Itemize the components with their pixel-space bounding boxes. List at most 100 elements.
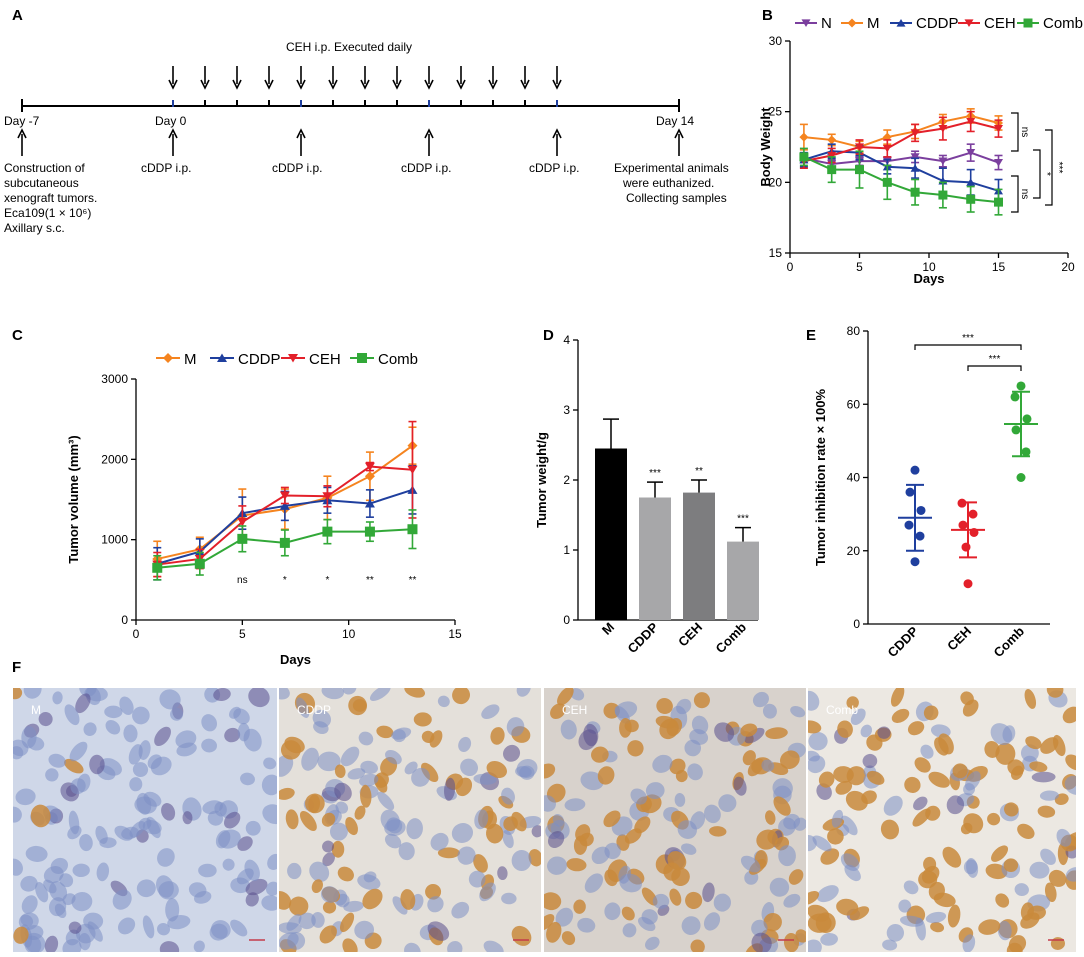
y-tick-label: 30: [769, 34, 783, 48]
y-tick-label: 80: [847, 324, 861, 338]
stained-cell: [1037, 805, 1056, 818]
stained-cell: [473, 854, 488, 873]
marker-ceh: [364, 462, 375, 472]
stained-cell: [1048, 869, 1067, 887]
cell-nucleus: [497, 866, 508, 881]
cell-nucleus: [531, 825, 541, 838]
stained-cell: [773, 796, 791, 816]
cell-nucleus: [157, 848, 175, 867]
chart-e-inhibition-rate: 0 20 40 60 80 Tumor inhibition rate × 100% CDD…: [813, 324, 1050, 660]
stained-cell: [663, 862, 681, 881]
cell-nucleus: [157, 923, 171, 936]
significance-label: **: [409, 575, 417, 586]
stained-cell: [342, 938, 358, 952]
marker-ceh: [994, 125, 1003, 133]
cell-nucleus: [398, 842, 415, 861]
cell-nucleus: [503, 744, 521, 762]
stained-cell: [621, 906, 635, 921]
stained-cell: [544, 914, 555, 931]
stained-cell: [1007, 759, 1025, 776]
cell-nucleus: [808, 750, 820, 762]
cell-nucleus: [359, 773, 379, 787]
y-tick-label: 60: [847, 397, 861, 411]
stained-cell: [299, 811, 317, 831]
stained-cell: [655, 715, 677, 729]
cddp-label-1: cDDP i.p.: [141, 161, 191, 175]
cell-nucleus: [840, 815, 858, 836]
cell-nucleus: [451, 901, 470, 919]
cell-nucleus: [877, 726, 891, 739]
x-axis-label: Days: [913, 271, 944, 286]
cell-nucleus: [460, 758, 479, 777]
up-arrow-head: [168, 128, 178, 139]
stained-cell: [634, 816, 651, 834]
cell-nucleus: [687, 763, 703, 781]
cell-nucleus: [883, 795, 903, 816]
x-axis-label: Days: [280, 652, 311, 667]
cell-nucleus: [279, 922, 302, 934]
stained-cell: [891, 708, 910, 723]
stained-cell: [544, 892, 562, 911]
y-axis-label: Body Weight: [758, 107, 773, 187]
cell-nucleus: [684, 739, 702, 757]
daily-arrow-head: [552, 79, 562, 90]
stained-cell: [742, 750, 756, 766]
stained-cell: [808, 720, 822, 734]
stained-cell: [30, 804, 51, 828]
cell-nucleus: [224, 811, 241, 829]
y-tick-label: 1: [563, 543, 570, 557]
cell-nucleus: [820, 932, 838, 946]
data-point: [916, 505, 926, 515]
cell-nucleus: [78, 932, 91, 951]
stained-cell: [978, 919, 1001, 935]
stained-cell: [280, 740, 301, 760]
cell-nucleus: [578, 729, 598, 751]
data-point: [915, 531, 925, 541]
stained-cell: [914, 757, 931, 773]
cell-nucleus: [713, 893, 732, 912]
stained-cell: [952, 763, 968, 779]
cell-nucleus: [201, 738, 217, 753]
cell-nucleus: [652, 893, 670, 909]
histology-image-m: [13, 688, 277, 952]
stained-cell: [322, 901, 337, 914]
cell-nucleus: [404, 942, 421, 952]
daily-arrow-head: [392, 79, 402, 90]
significance-label: ns: [237, 575, 248, 586]
cell-nucleus: [677, 820, 697, 839]
cell-nucleus: [812, 835, 832, 852]
marker-ceh: [910, 129, 920, 137]
data-point: [958, 520, 968, 530]
cell-nucleus: [808, 690, 820, 711]
marker-n: [994, 158, 1003, 167]
stained-cell: [835, 780, 853, 795]
cell-nucleus: [392, 896, 408, 915]
cell-nucleus: [702, 882, 715, 903]
stained-cell: [923, 856, 937, 872]
cell-nucleus: [222, 858, 235, 871]
significance-label: *: [325, 575, 329, 586]
cell-nucleus: [451, 823, 474, 843]
stained-cell: [13, 926, 29, 944]
data-point: [1011, 425, 1021, 435]
stained-cell: [788, 869, 804, 885]
cell-nucleus: [816, 885, 839, 903]
histology-image-ceh: [544, 688, 806, 952]
stained-cell: [820, 848, 840, 865]
cell-nucleus: [714, 722, 735, 742]
legend-label-comb: Comb: [378, 351, 418, 368]
cell-nucleus: [218, 829, 241, 849]
cell-nucleus: [75, 693, 91, 714]
cell-nucleus: [1064, 775, 1076, 795]
data-point: [1021, 447, 1031, 457]
daily-arrows: [168, 66, 562, 90]
significance-label: ***: [737, 514, 749, 525]
day-label-end: Day 14: [656, 114, 694, 128]
stained-cell: [279, 787, 295, 800]
cell-nucleus: [343, 900, 364, 913]
daily-arrow-head: [424, 79, 434, 90]
stained-cell: [557, 688, 574, 706]
cell-nucleus: [377, 791, 395, 811]
cell-nucleus: [898, 899, 912, 913]
stained-cell: [925, 805, 941, 821]
